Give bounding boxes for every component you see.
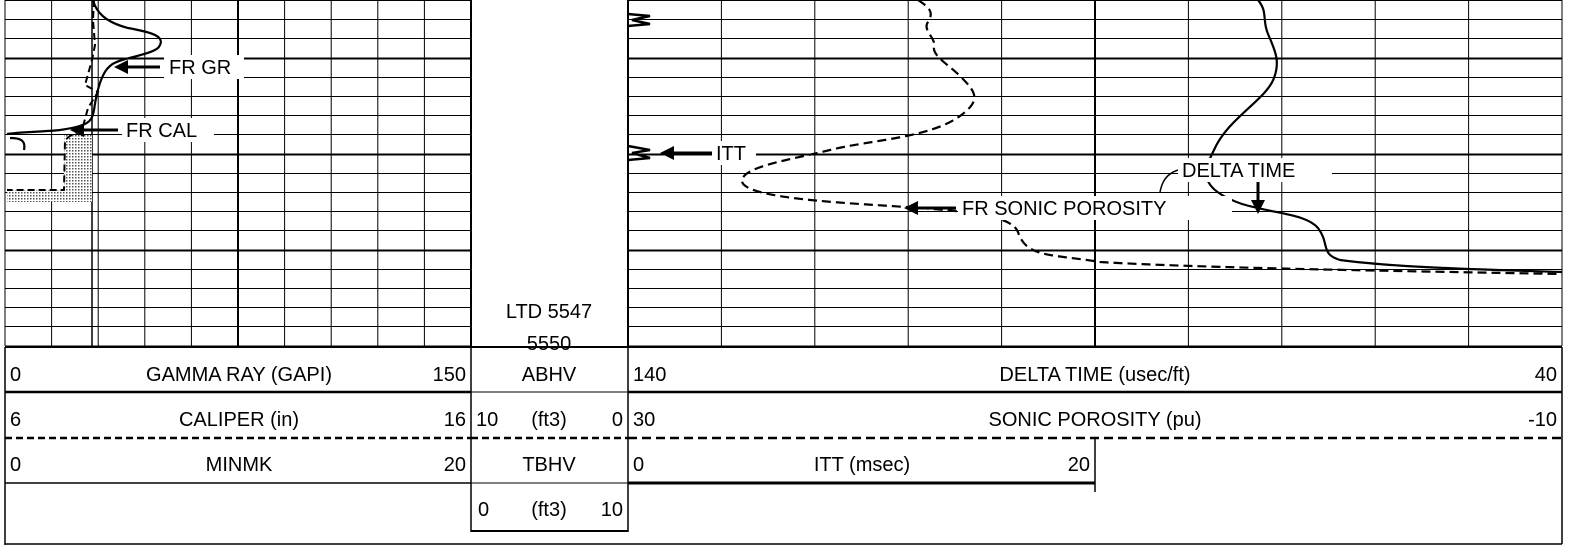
- fr-gr-arrowhead: [114, 60, 128, 74]
- svg-text:CALIPER (in): CALIPER (in): [179, 409, 299, 431]
- svg-text:0: 0: [612, 409, 623, 431]
- svg-text:ABHV: ABHV: [522, 364, 577, 386]
- svg-text:20: 20: [444, 454, 466, 476]
- svg-text:20: 20: [1068, 454, 1090, 476]
- gamma-ray-curve: [6, 0, 162, 151]
- svg-text:10: 10: [601, 499, 623, 521]
- depth-label: 5550: [527, 333, 572, 355]
- itt-label: ITT: [716, 143, 746, 165]
- fr-sonic-porosity-label: FR SONIC POROSITY: [962, 198, 1166, 220]
- gamma-ray-header: 0 GAMMA RAY (GAPI) 150: [5, 364, 471, 394]
- svg-text:140: 140: [633, 364, 666, 386]
- delta-time-label: DELTA TIME: [1182, 160, 1295, 182]
- svg-text:(ft3): (ft3): [531, 499, 567, 521]
- svg-text:0: 0: [478, 499, 489, 521]
- itt-curve-mid: [627, 144, 651, 162]
- svg-text:MINMK: MINMK: [206, 454, 273, 476]
- svg-text:6: 6: [10, 409, 21, 431]
- svg-text:0: 0: [10, 364, 21, 386]
- sonic-porosity-header: 30 SONIC POROSITY (pu) -10: [628, 409, 1562, 440]
- svg-text:TBHV: TBHV: [522, 454, 576, 476]
- svg-text:10: 10: [476, 409, 498, 431]
- track1-curves: FR GR FR CAL: [6, 0, 244, 346]
- delta-time-curve: [1205, 0, 1563, 274]
- log-header: 0 GAMMA RAY (GAPI) 150 6 CALIPER (in) 16…: [4, 346, 1563, 545]
- svg-text:SONIC POROSITY (pu): SONIC POROSITY (pu): [988, 409, 1201, 431]
- caliper-header: 6 CALIPER (in) 16: [5, 409, 471, 440]
- track3-grid: [627, 0, 1563, 348]
- svg-text:ITT (msec): ITT (msec): [814, 454, 910, 476]
- fr-gr-label: FR GR: [169, 57, 231, 79]
- svg-text:0: 0: [633, 454, 644, 476]
- delta-time-leader: [1159, 169, 1179, 193]
- svg-text:DELTA TIME (usec/ft): DELTA TIME (usec/ft): [999, 364, 1190, 386]
- svg-text:-10: -10: [1528, 409, 1557, 431]
- sonic-porosity-curve: [740, 0, 1563, 276]
- abhv-header: ABHV 10 (ft3) 0: [471, 364, 628, 440]
- fr-cal-label: FR CAL: [126, 120, 197, 142]
- tbhv-header: TBHV 0 (ft3) 10: [471, 454, 628, 532]
- fr-cal-arrowhead: [70, 123, 84, 137]
- delta-time-header: 140 DELTA TIME (usec/ft) 40: [628, 364, 1562, 394]
- caliper-curve: [7, 0, 100, 191]
- minmk-header: 0 MINMK 20: [5, 454, 471, 484]
- svg-text:40: 40: [1535, 364, 1557, 386]
- track3-curves: ITT DELTA TIME FR SONIC POROSITY: [627, 0, 1563, 276]
- svg-text:150: 150: [433, 364, 466, 386]
- svg-text:(ft3): (ft3): [531, 409, 567, 431]
- itt-curve-top: [627, 12, 651, 28]
- svg-text:0: 0: [10, 454, 21, 476]
- svg-text:16: 16: [444, 409, 466, 431]
- delta-time-arrowhead: [1251, 200, 1265, 214]
- svg-text:30: 30: [633, 409, 655, 431]
- washout-shading: [7, 135, 92, 202]
- itt-header: 0 ITT (msec) 20: [628, 438, 1096, 492]
- ltd-label: LTD 5547: [506, 301, 592, 323]
- svg-text:GAMMA RAY (GAPI): GAMMA RAY (GAPI): [146, 364, 332, 386]
- fr-sonic-porosity-arrowhead: [904, 201, 918, 215]
- itt-arrowhead: [660, 146, 674, 160]
